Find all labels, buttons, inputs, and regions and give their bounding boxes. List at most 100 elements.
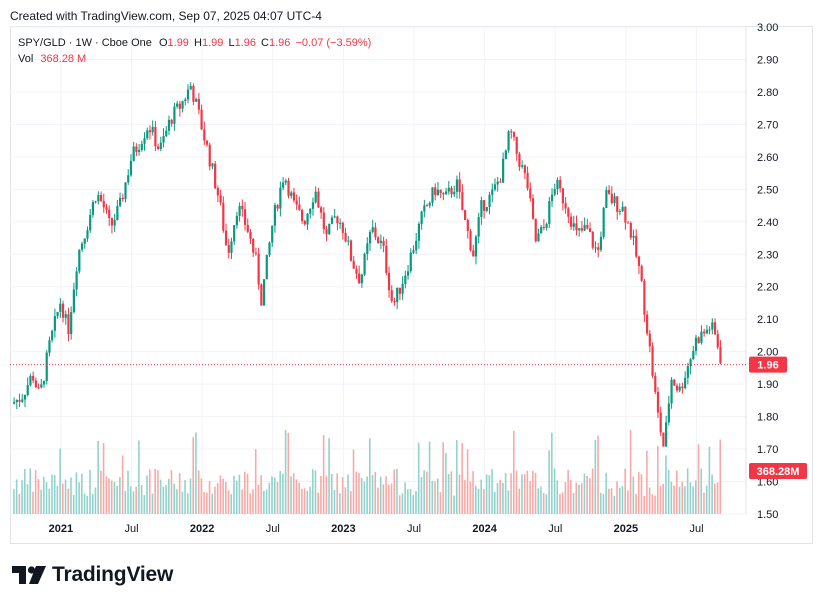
volume-bar: [469, 481, 472, 514]
candle-body: [252, 238, 255, 253]
volume-bar: [105, 476, 108, 514]
candle-body: [684, 377, 687, 389]
volume-bar: [184, 480, 186, 514]
volume-bar: [474, 485, 477, 514]
volume-bar: [559, 493, 561, 514]
candle-body: [322, 212, 325, 230]
candle-body: [29, 375, 32, 386]
candle-body: [420, 211, 423, 225]
candle-body: [461, 192, 464, 211]
candle-body: [591, 231, 594, 248]
volume-bar: [412, 495, 415, 514]
volume-bar: [121, 455, 124, 514]
candle-body: [72, 289, 75, 313]
candle-body: [694, 337, 698, 351]
volume-bar: [458, 474, 461, 514]
candle-body: [556, 179, 559, 190]
volume-bar: [189, 478, 192, 514]
volume-bar: [358, 472, 360, 514]
volume-bar: [564, 482, 567, 514]
candle-body: [349, 240, 353, 261]
volume-bar: [86, 495, 89, 514]
candle-body: [385, 245, 388, 273]
candle-body: [59, 303, 62, 312]
candle-body: [360, 274, 363, 284]
candle-body: [86, 230, 89, 239]
volume-bar: [97, 440, 99, 514]
volume-bar: [667, 469, 670, 514]
volume-bar: [388, 484, 390, 514]
low-label: L: [228, 37, 235, 49]
volume-bar: [320, 476, 322, 514]
candle-body: [401, 283, 404, 294]
volume-bar: [81, 473, 83, 514]
volume-bar: [684, 486, 686, 514]
candle-body: [643, 280, 646, 315]
candle-body: [91, 202, 95, 215]
volume-bar: [423, 470, 425, 514]
volume-bar: [643, 495, 645, 514]
volume-bar: [322, 434, 325, 514]
y-tick-label: 2.40: [757, 217, 778, 229]
candle-body: [135, 146, 138, 152]
volume-bar: [624, 468, 626, 514]
volume-label: Vol: [18, 53, 34, 65]
volume-bar: [108, 478, 110, 514]
candle-body: [21, 399, 24, 402]
volume-bar: [146, 475, 148, 514]
candle-body: [42, 380, 46, 385]
volume-bar: [464, 479, 466, 514]
x-tick-label: Jul: [124, 523, 138, 535]
candle-body: [515, 136, 518, 154]
volume-bar: [407, 489, 409, 514]
volume-bar: [181, 491, 184, 514]
candle-body: [222, 202, 225, 231]
volume-bar: [640, 474, 643, 514]
candle-body: [178, 103, 181, 109]
candle-body: [466, 220, 469, 231]
volume-bar: [439, 492, 442, 514]
candle-body: [594, 247, 597, 249]
volume-bar: [208, 481, 211, 514]
volume-bar: [43, 476, 45, 514]
volume-bar: [692, 486, 694, 514]
volume-bar: [230, 494, 233, 514]
candle-body: [32, 375, 35, 381]
volume-bar: [203, 491, 205, 514]
volume-bar: [15, 479, 18, 514]
candle-body: [197, 98, 200, 110]
volume-bar: [654, 495, 656, 514]
volume-bar: [83, 493, 86, 514]
candle-body: [531, 198, 535, 219]
volume-bar: [32, 491, 34, 514]
brand-name: TradingView: [52, 563, 174, 586]
volume-bar: [165, 485, 167, 514]
volume-bar: [72, 494, 75, 514]
volume-bar: [502, 482, 504, 514]
high-value: 1.99: [201, 37, 224, 49]
x-tick-label: 2022: [190, 523, 214, 535]
candle-body: [453, 191, 456, 195]
candle-body: [510, 131, 513, 133]
candle-body: [102, 201, 105, 208]
brand[interactable]: TradingView: [12, 563, 173, 587]
volume-bar: [100, 470, 102, 514]
candle-body: [673, 379, 676, 386]
volume-bar: [197, 470, 200, 514]
x-tick-label: Jul: [548, 523, 562, 535]
axes: 3.00 2.90 2.80 2.70 2.60 2.50 2.40 2.30 2.20 2.10…: [10, 22, 807, 535]
candle-body: [336, 216, 339, 224]
candle-body: [415, 240, 418, 251]
candle-body: [613, 196, 616, 204]
volume-bar: [608, 488, 610, 514]
candle-body: [368, 232, 372, 244]
candle-body: [404, 275, 407, 284]
volume-bar: [336, 473, 339, 514]
symbol-label[interactable]: SPY/GLD · 1W · Cboe One: [18, 37, 152, 49]
volume-bar: [493, 491, 496, 514]
candle-body: [583, 224, 586, 231]
candle-body: [260, 284, 263, 306]
candle-body: [40, 384, 43, 388]
volume-bar: [529, 480, 531, 514]
